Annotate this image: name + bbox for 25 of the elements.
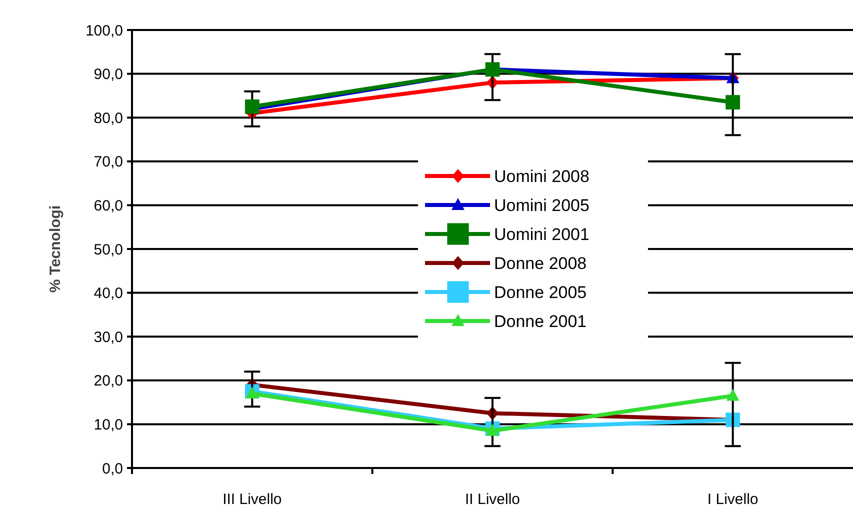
y-tick-label: 80,0 [94,110,123,127]
point [726,95,740,110]
y-axis-title: % Tecnologi [47,205,64,293]
legend-label: Donne 2005 [494,282,587,302]
point [726,388,740,401]
y-tick-label: 40,0 [94,285,123,302]
legend-label: Donne 2001 [494,312,587,331]
y-tick-label: 50,0 [94,241,123,258]
y-tick-label: 70,0 [94,154,123,171]
y-tick-label: 90,0 [94,66,123,84]
legend-label: Uomini 2001 [494,224,590,244]
x-tick-label: II Livello [464,491,520,508]
point [485,62,500,77]
y-tick-label: 100,0 [85,22,123,40]
legend-label: Uomini 2005 [494,196,590,215]
legend-label: Donne 2008 [494,254,587,273]
y-tick-label: 60,0 [94,197,123,214]
y-tick-label: 0,0 [102,460,123,478]
point [244,99,260,114]
y-tick-label: 30,0 [94,328,123,346]
y-tick-label: 10,0 [94,416,123,434]
y-tick-label: 20,0 [94,372,123,390]
x-tick-label: I Livello [707,491,758,508]
x-tick-label: III Livello [222,491,282,508]
legend-label: Uomini 2008 [494,166,590,186]
